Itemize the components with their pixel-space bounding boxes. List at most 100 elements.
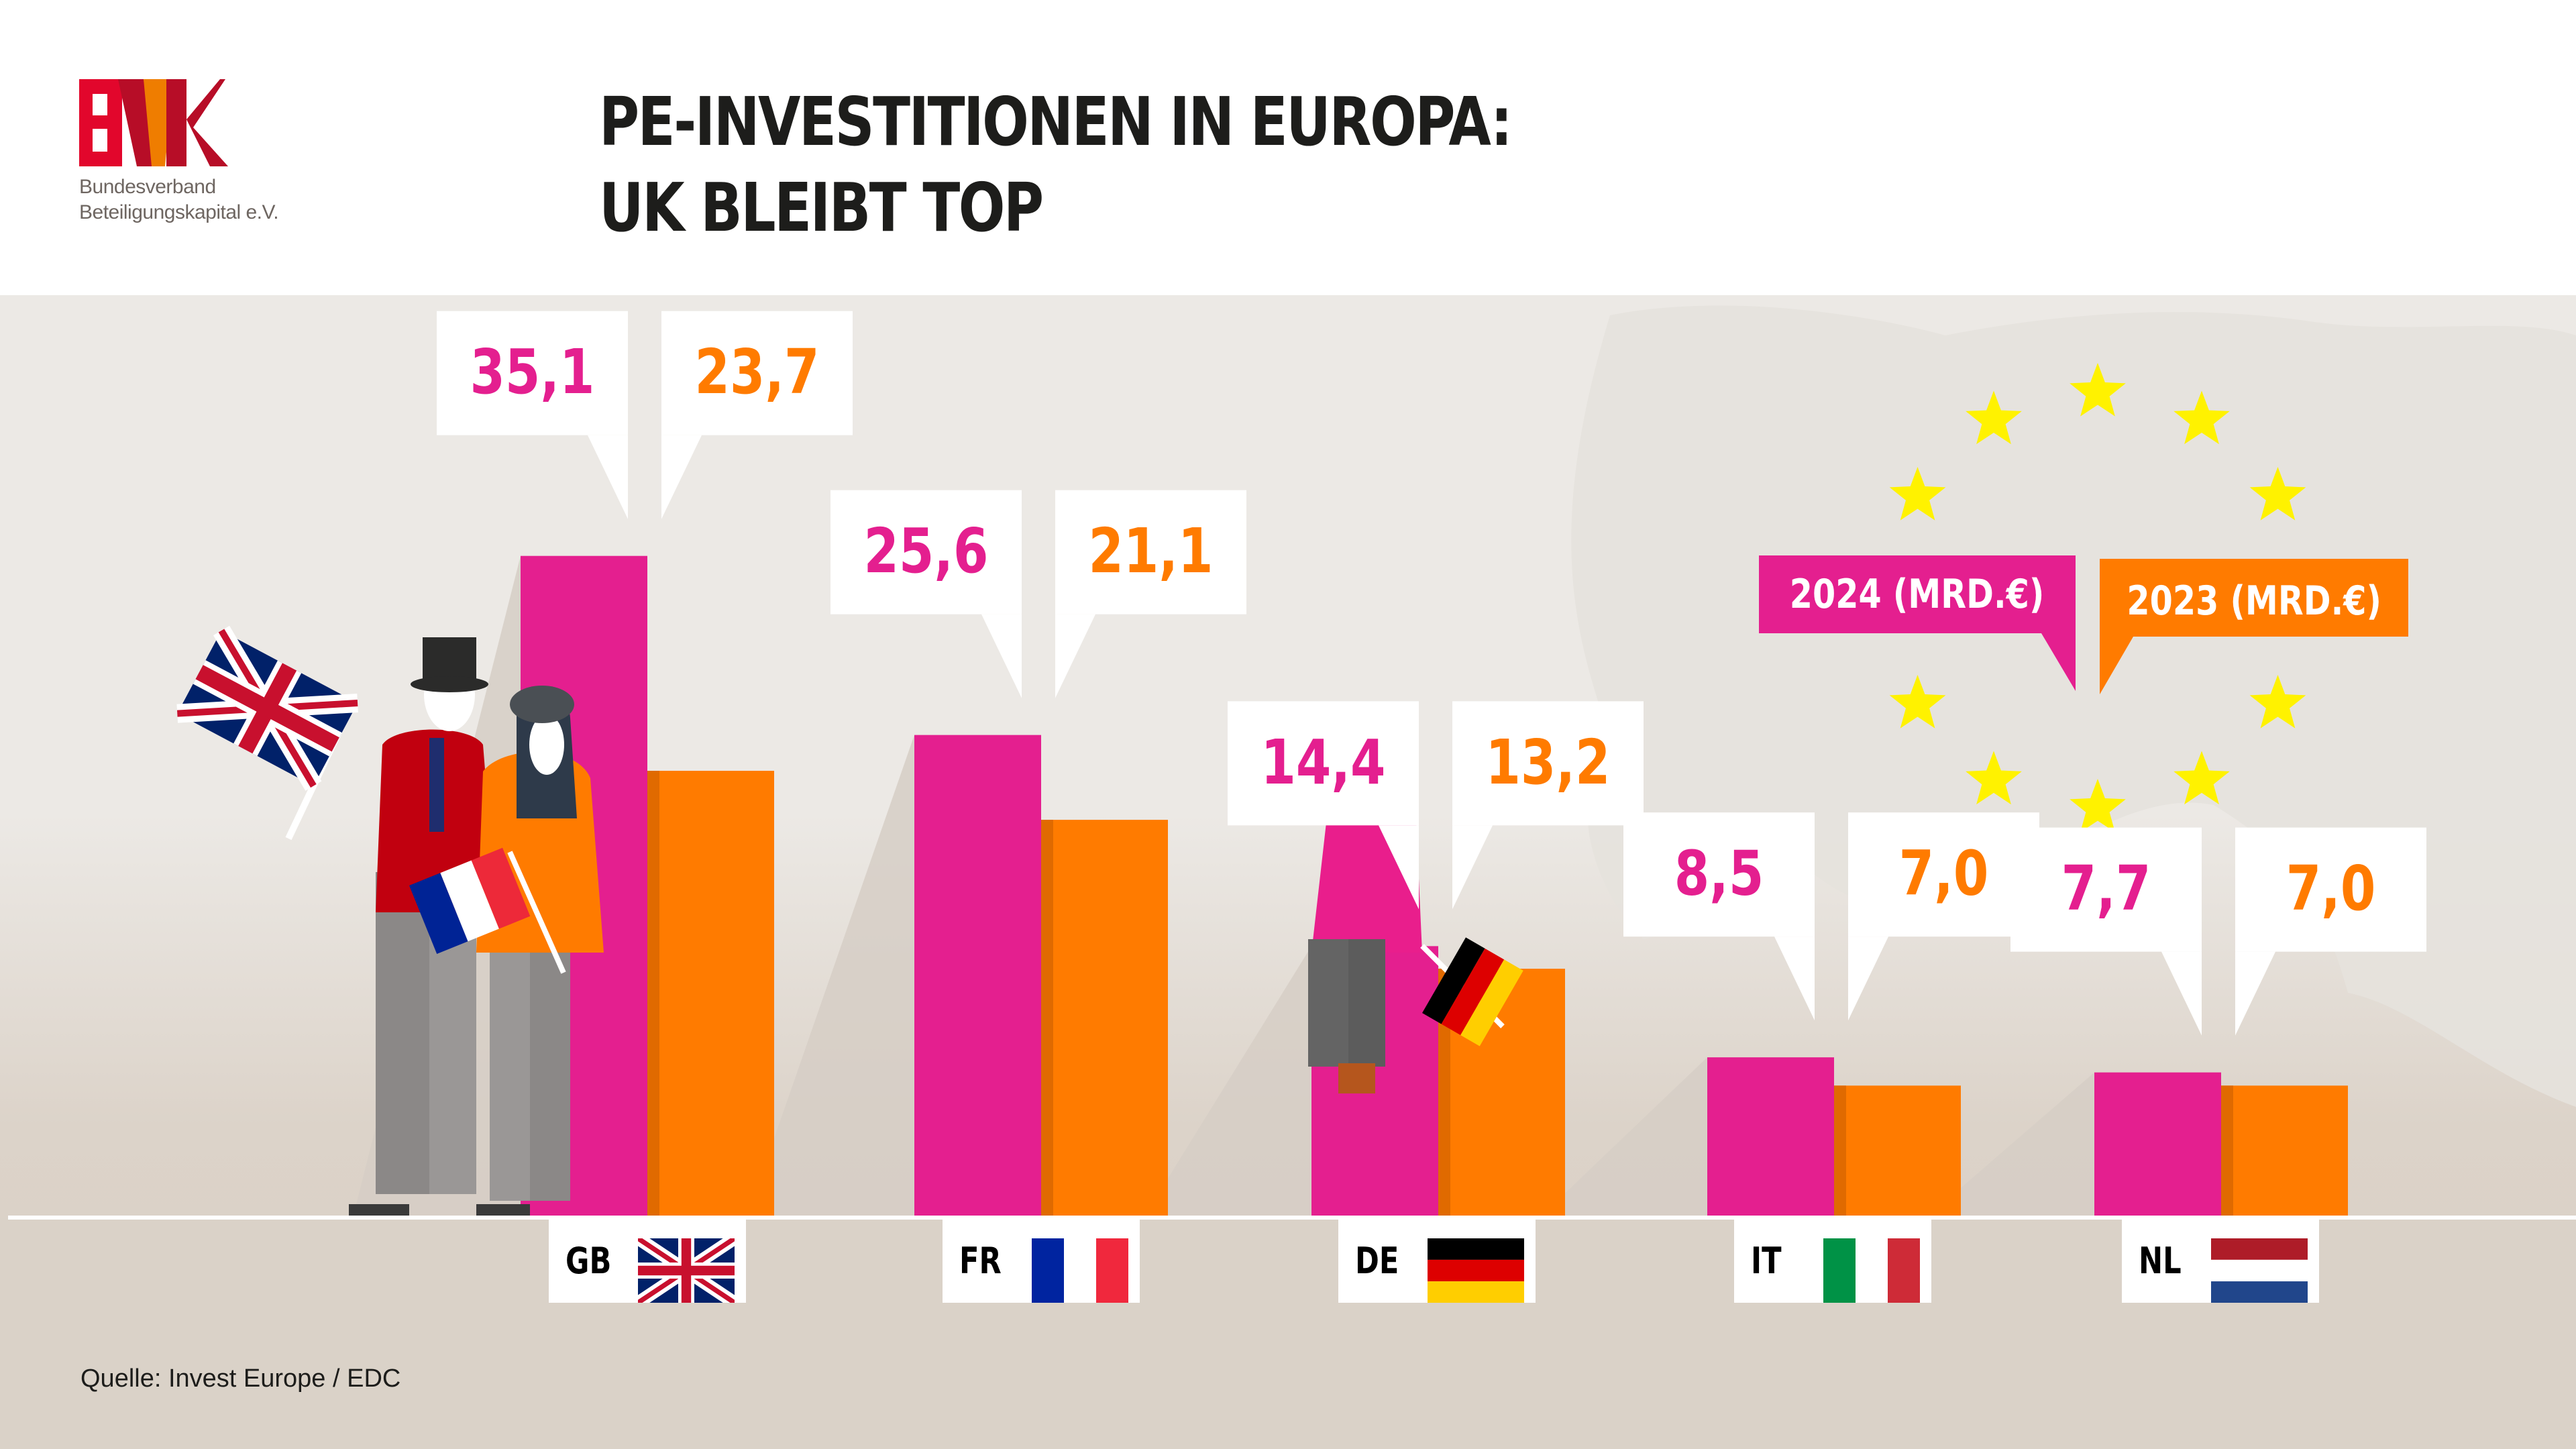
value-label-2023: 21,1 — [1088, 515, 1213, 587]
gb-flag-waving-icon — [176, 625, 358, 841]
category-label-nl: NL — [2122, 1220, 2319, 1303]
callout-box — [1055, 490, 1246, 614]
value-label-2023: 23,7 — [694, 336, 819, 408]
logo-subtitle-line2: Beteiligungskapital e.V. — [79, 201, 279, 223]
value-label-2023: 7,0 — [2286, 853, 2376, 924]
legend-pointer — [2100, 637, 2133, 694]
callout-2024-it: 8,5 — [1623, 812, 1815, 1021]
bar-2023-gb — [647, 771, 774, 1218]
bar-shadow — [747, 735, 914, 1218]
legend: 2024 (MRD.€) 2023 (MRD.€) — [1759, 555, 2408, 694]
source-note: Quelle: Invest Europe / EDC — [80, 1364, 401, 1393]
callout-2024-gb: 35,1 — [437, 311, 628, 519]
callout-box — [1228, 701, 1419, 826]
category-text: GB — [566, 1240, 612, 1282]
callout-box — [1623, 812, 1815, 937]
europe-map-background — [1571, 305, 2576, 1107]
bar-2024-fr — [914, 735, 1041, 1218]
category-text: DE — [1355, 1240, 1399, 1282]
callout-box — [1452, 701, 1644, 826]
category-text: IT — [1751, 1240, 1782, 1282]
flag-fr-icon — [1032, 1238, 1128, 1303]
legend-label-2023: 2023 (MRD.€) — [2127, 577, 2381, 624]
callout-pointer — [1774, 936, 1815, 1021]
bar-2024-it — [1707, 1057, 1834, 1218]
callout-2023-fr: 21,1 — [1055, 490, 1246, 698]
legend-label-2024: 2024 (MRD.€) — [1790, 570, 2045, 617]
people-illustrations — [176, 625, 1523, 1218]
callout-2024-nl: 7,7 — [2010, 827, 2202, 1036]
callout-pointer — [1848, 936, 1888, 1021]
callout-2023-gb: 23,7 — [661, 311, 853, 519]
bar-2023-edge — [2221, 1085, 2233, 1218]
page-title: PE-INVESTITIONEN IN EUROPA: UK BLEIBT TO… — [599, 79, 1513, 251]
category-label-it: IT — [1734, 1220, 1931, 1303]
value-label-2024: 7,7 — [2061, 853, 2151, 924]
bvk-logo — [79, 79, 228, 166]
star-icon — [2249, 675, 2306, 729]
callout-2024-fr: 25,6 — [830, 490, 1022, 698]
bar-shadow — [1540, 1057, 1707, 1218]
flag-it-icon — [1823, 1238, 1920, 1303]
star-icon — [2070, 363, 2126, 417]
value-label-2024: 14,4 — [1260, 727, 1385, 798]
legend-pointer — [2041, 633, 2076, 691]
value-label-2024: 35,1 — [470, 336, 594, 408]
flag-uk-icon — [638, 1238, 735, 1303]
bar-shadows — [353, 555, 2094, 1218]
category-label-fr: FR — [943, 1220, 1140, 1303]
star-icon — [2174, 390, 2230, 445]
star-icon — [1889, 467, 1946, 521]
star-icon — [1966, 751, 2022, 805]
logo-subtitle-line1: Bundesverband — [79, 176, 216, 198]
legend-item-2023: 2023 (MRD.€) — [2100, 559, 2408, 694]
callout-pointer — [2161, 951, 2202, 1036]
value-callouts: 35,1 23,7 25,6 21,1 14,4 13,2 8,5 7,0 7,7 7,0 — [437, 311, 2426, 1036]
bar-2023-edge — [1834, 1085, 1846, 1218]
value-label-2023: 13,2 — [1485, 727, 1610, 798]
callout-2023-it: 7,0 — [1848, 812, 2039, 1021]
value-label-2023: 7,0 — [1899, 837, 1989, 909]
bars — [521, 555, 2348, 1218]
callout-box — [1848, 812, 2039, 937]
callout-pointer — [1452, 825, 1493, 910]
callout-pointer — [1055, 614, 1095, 698]
category-text: NL — [2139, 1240, 2182, 1282]
legend-box-2024 — [1759, 555, 2076, 633]
flag-de-icon — [1428, 1238, 1524, 1303]
category-text: FR — [959, 1240, 1002, 1282]
bar-2024-nl — [2094, 1072, 2221, 1218]
callout-pointer — [981, 614, 1022, 698]
callout-2023-de: 13,2 — [1452, 701, 1644, 910]
category-label-de: DE — [1338, 1220, 1536, 1303]
category-label-gb: GB — [549, 1220, 746, 1303]
callout-box — [2010, 827, 2202, 952]
star-icon — [2249, 467, 2306, 521]
bar-2023-fr — [1041, 820, 1168, 1218]
callout-pointer — [2235, 951, 2275, 1036]
callout-box — [2235, 827, 2426, 952]
x-axis-baseline — [8, 1216, 2576, 1220]
callout-box — [437, 311, 628, 435]
bar-shadow — [1927, 1072, 2094, 1218]
value-label-2024: 25,6 — [863, 515, 988, 587]
bar-2023-edge — [1438, 969, 1450, 1218]
star-icon — [1889, 675, 1946, 729]
title-line2: UK BLEIBT TOP — [599, 168, 1044, 247]
bar-2023-it — [1834, 1085, 1961, 1218]
callout-box — [830, 490, 1022, 614]
callout-box — [661, 311, 853, 435]
bar-shadow — [353, 555, 521, 1218]
star-icon — [2174, 751, 2230, 805]
bar-2023-edge — [647, 771, 659, 1218]
de-flag-waving-icon — [1420, 937, 1523, 1046]
bar-2023-nl — [2221, 1085, 2348, 1218]
star-icon — [1966, 390, 2022, 445]
callout-pointer — [1379, 825, 1419, 910]
legend-box-2023 — [2100, 559, 2408, 637]
title-line1: PE-INVESTITIONEN IN EUROPA: — [599, 83, 1513, 161]
header: Bundesverband Beteiligungskapital e.V. P… — [0, 0, 2576, 295]
callout-2023-nl: 7,0 — [2235, 827, 2426, 1036]
callout-pointer — [588, 435, 628, 519]
